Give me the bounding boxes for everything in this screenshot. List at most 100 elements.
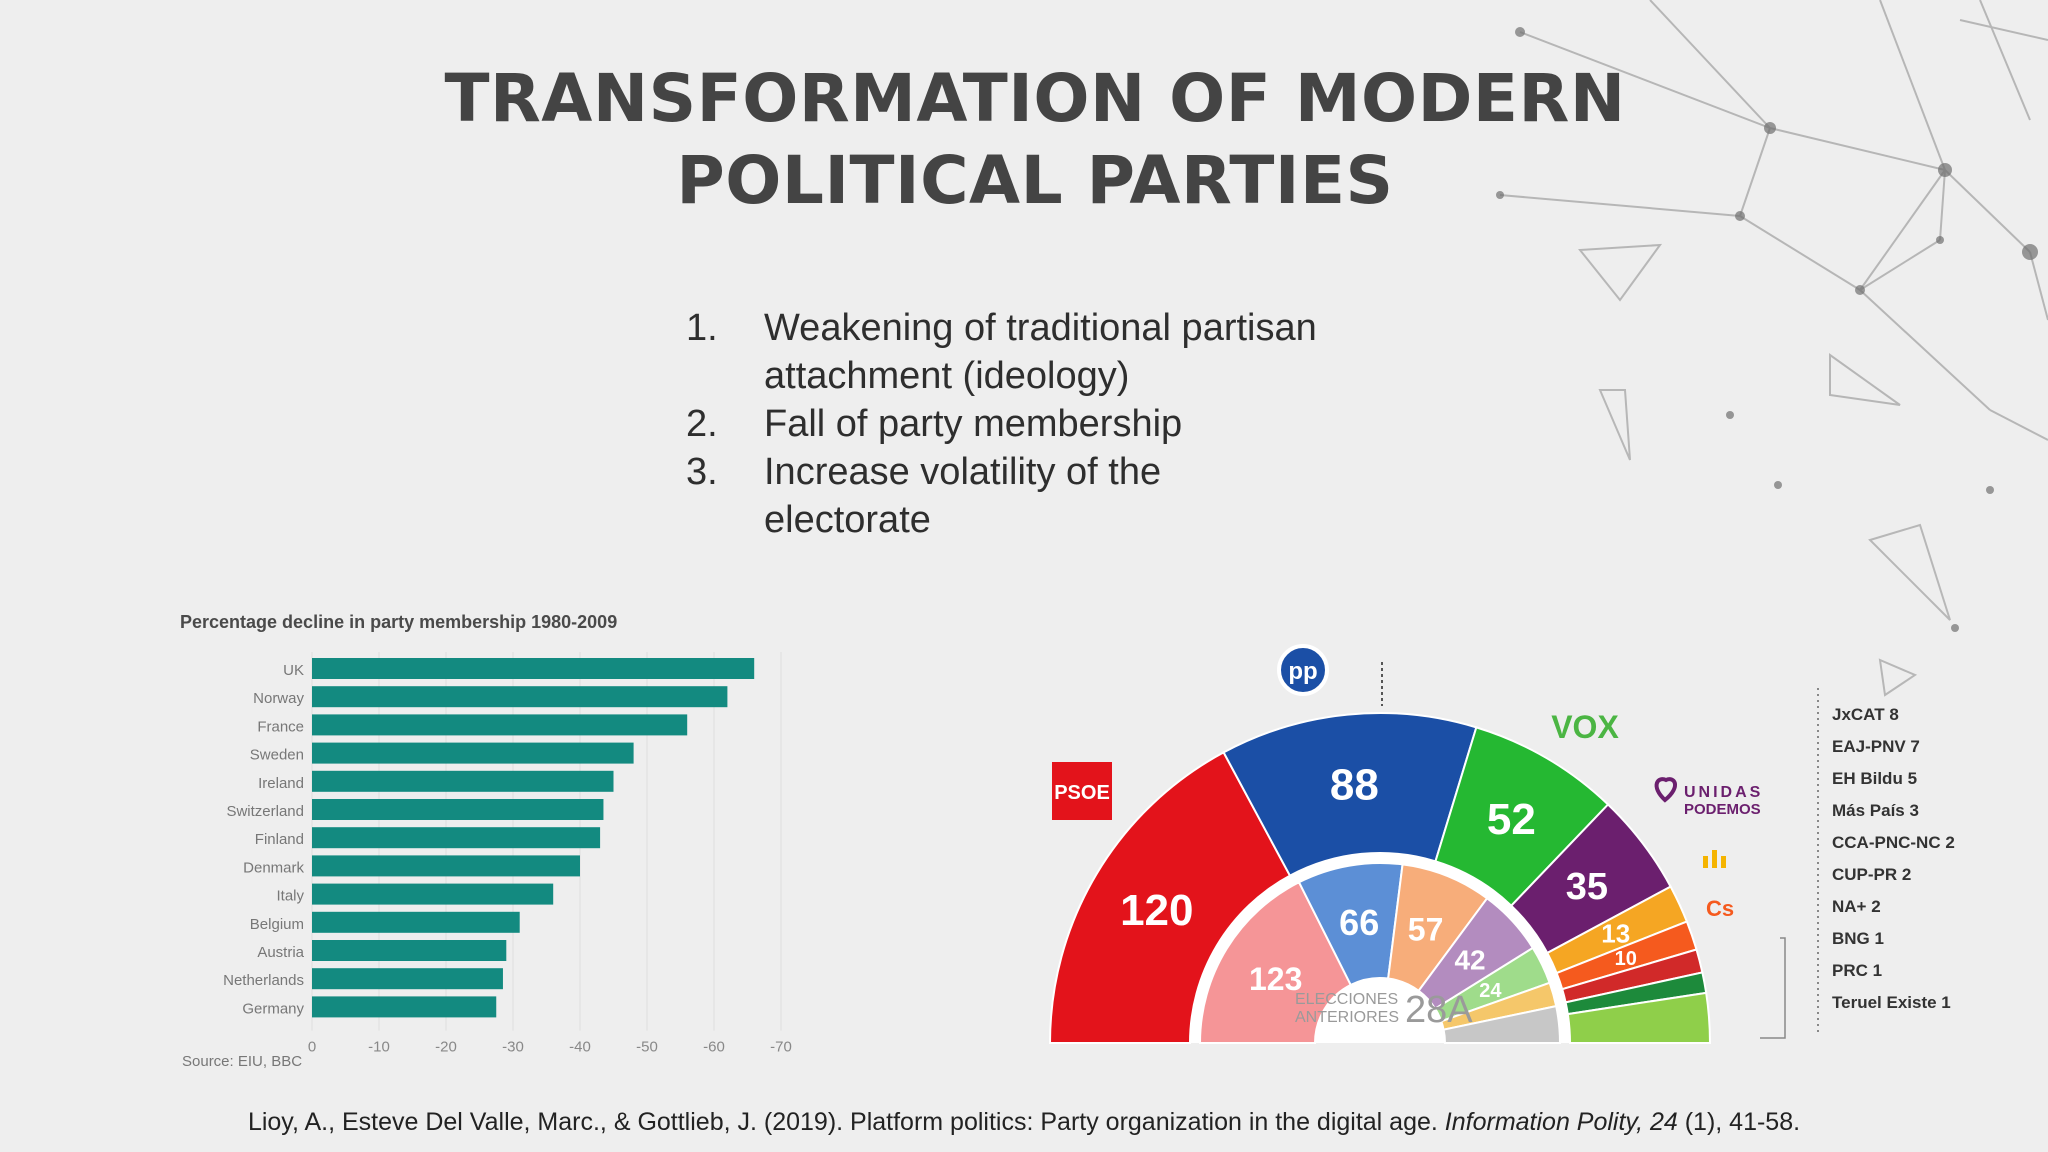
small-party-item: BNG 1 [1832,929,1884,948]
seg-psoe [1198,880,1353,1044]
list-item-number: 2. [686,403,718,445]
svg-text:pp: pp [1288,658,1317,685]
x-tick-label: -60 [703,1039,725,1056]
small-party-name: EAJ-PNV [1832,737,1910,756]
key-points-list: 1. Weakening of traditional partisan att… [686,304,1406,544]
category-label: Sweden [250,747,304,764]
x-tick-label: 0 [308,1039,316,1056]
small-party-item: CUP-PR 2 [1832,865,1911,884]
seat-label-cs: 10 [1615,948,1637,970]
small-party-seats: 2 [1945,833,1954,852]
bar-norway [312,686,728,708]
bar-france [312,714,688,736]
previous-election-label-line-2: ANTERIORES [1295,1009,1399,1026]
small-party-item: CCA-PNC-NC 2 [1832,833,1955,852]
cs-logo: Cs [1706,896,1734,921]
membership-decline-chart: Percentage decline in party membership 1… [180,612,792,1070]
small-party-seats: 8 [1889,705,1898,724]
small-party-item: EAJ-PNV 7 [1832,737,1920,756]
psoe-logo: PSOE [1052,762,1112,820]
small-party-seats: 7 [1910,737,1919,756]
bar-denmark [312,855,580,877]
x-tick-label: -50 [636,1039,658,1056]
bar-switzerland [312,799,604,820]
svg-text:PSOE: PSOE [1054,782,1110,804]
list-item-text: Fall of party membership [764,403,1183,445]
category-label: Italy [276,888,304,905]
x-tick-label: -40 [569,1039,591,1056]
seat-label-pp: 88 [1330,761,1379,810]
seat-label-psoe: 120 [1120,886,1193,935]
small-party-item: PRC 1 [1832,961,1882,980]
citation: Lioy, A., Esteve Del Valle, Marc., & Got… [0,1108,2048,1137]
list-item-number: 3. [686,451,718,493]
podemos-logo-line-2: PODEMOS [1684,801,1761,818]
chart-category-labels: UK Norway France Sweden Ireland Switzerland Fi… [223,662,305,1017]
small-party-item: Más País 3 [1832,801,1919,820]
small-party-name: JxCAT [1832,705,1889,724]
seat-label-erc: 13 [1601,918,1630,948]
small-party-name: BNG [1832,929,1875,948]
x-tick-label: -10 [368,1039,390,1056]
category-label: Germany [242,1000,304,1017]
small-party-seats: 3 [1910,801,1919,820]
small-party-seats: 1 [1875,929,1884,948]
small-party-seats: 5 [1908,769,1917,788]
x-tick-label: -70 [770,1039,792,1056]
slide-title-line-1: TRANSFORMATION OF MODERN [444,60,1626,137]
chart-bars [312,658,755,1018]
chart-source: Source: EIU, BBC [182,1053,302,1070]
category-label: Norway [253,690,304,707]
citation-rest: (1), 41-58. [1677,1108,1801,1136]
chart-title: Percentage decline in party membership 1… [180,612,617,632]
list-item-text: Increase volatility of the electorate [764,451,1162,541]
seat-label-vox: 24 [1479,980,1502,1002]
bar-uk [312,658,755,679]
bar-finland [312,827,601,849]
seat-label-psoe: 123 [1249,961,1302,997]
small-party-seats: 2 [1871,897,1880,916]
bar-netherlands [312,968,503,990]
bar-ireland [312,770,614,792]
previous-election-label: ELECCIONES ANTERIORES 28A [1295,989,1473,1031]
small-party-name: PRC [1832,961,1873,980]
bar-italy [312,883,554,905]
small-party-seats: 1 [1941,993,1950,1012]
category-label: Austria [257,944,304,961]
list-item-number: 1. [686,307,718,349]
category-label: Switzerland [226,803,304,820]
erc-logo [1703,850,1726,868]
pp-logo: pp [1277,644,1329,696]
slide-title: TRANSFORMATION OF MODERN POLITICAL PARTI… [380,58,1690,222]
bar-germany [312,996,497,1018]
citation-journal: Information Polity, 24 [1444,1108,1678,1136]
small-party-item: JxCAT 8 [1832,705,1899,724]
small-party-item: Teruel Existe 1 [1832,993,1951,1012]
podemos-logo-line-1: UNIDAS [1684,784,1763,801]
slide-title-line-2: POLITICAL PARTIES [676,142,1394,219]
list-item: 3. Increase volatility of the electorate [686,448,1406,544]
category-label: France [257,718,304,735]
small-party-name: Teruel Existe [1832,993,1941,1012]
seat-label-podemos: 42 [1454,945,1485,976]
previous-seats-arc [1198,862,1562,1044]
seat-label-cs: 57 [1408,912,1444,948]
seg-others [1442,1004,1562,1044]
small-party-seats: 1 [1873,961,1882,980]
category-label: UK [283,662,304,679]
category-label: Ireland [258,775,304,792]
category-label: Denmark [243,859,304,876]
category-label: Netherlands [223,972,304,989]
list-item: 2. Fall of party membership [686,400,1406,448]
unidas-podemos-logo: UNIDAS PODEMOS [1654,777,1763,818]
category-label: Belgium [250,916,304,933]
small-party-name: EH Bildu [1832,769,1908,788]
category-label: Finland [255,831,304,848]
small-party-item: NA+ 2 [1832,897,1881,916]
citation-main: Lioy, A., Esteve Del Valle, Marc., & Got… [247,1108,1445,1136]
list-item-text: Weakening of traditional partisan attach… [764,307,1317,397]
previous-election-label-line-1: ELECCIONES [1295,991,1398,1008]
